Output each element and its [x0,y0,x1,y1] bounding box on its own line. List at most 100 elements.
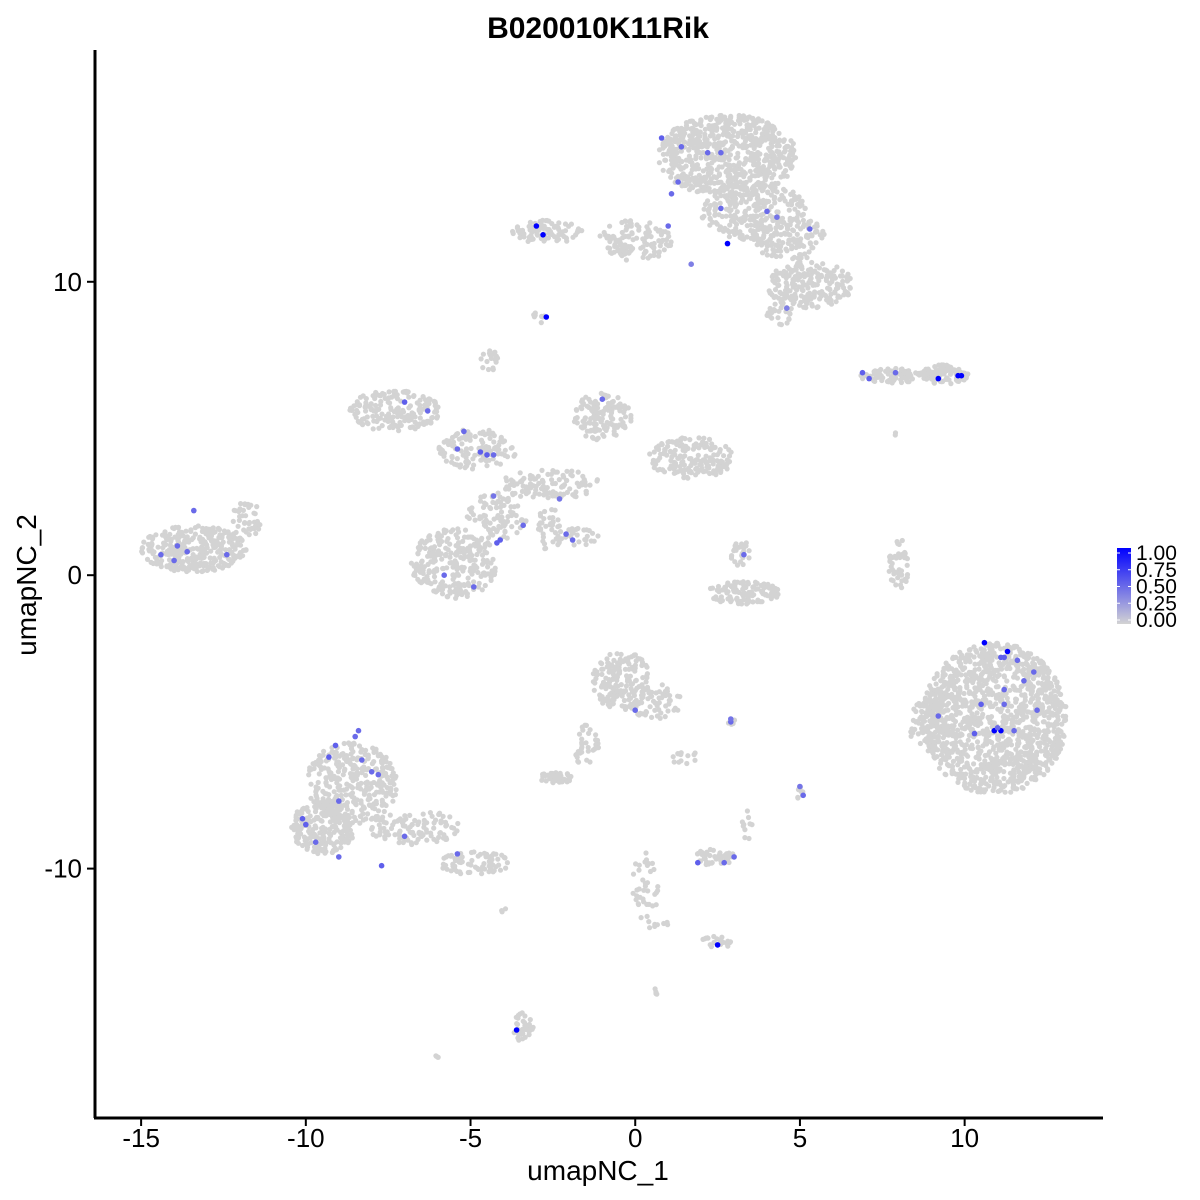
cell-point [1045,721,1051,727]
cell-point [726,171,733,178]
cell-point [746,555,752,561]
cell-point [974,710,980,716]
cell-point [468,445,474,452]
cell-point [714,195,720,201]
cell-point [472,564,478,570]
cell-point [448,529,454,535]
cell-point [1048,680,1054,686]
cell-point [1035,697,1041,703]
cell-point [254,504,260,510]
cell-point [623,227,629,233]
cell-point [645,255,651,261]
cell-point [184,556,191,562]
cell-point [806,221,812,228]
cell-point [351,403,357,409]
cell-point [1063,704,1069,710]
cell-point [985,714,991,721]
cell-point [767,162,773,168]
cell-point [497,439,503,445]
cell-point [417,415,423,421]
cell-point [1001,775,1007,782]
cell-point [792,291,798,297]
cell-point [726,228,732,234]
cell-point [687,437,693,443]
cell-point [967,707,973,714]
cell-point [960,697,966,703]
cell-point [595,533,601,539]
cell-point [504,478,510,484]
cell-point [931,744,937,750]
cell-point [514,481,520,487]
cell-point [753,182,759,188]
cell-point [711,174,717,180]
cell-point [957,710,963,716]
cell-point [484,558,490,564]
cell-point [443,545,449,551]
cell-point [943,681,949,687]
cell-point [204,567,210,574]
cell-point [382,395,388,401]
cell-point [182,538,188,544]
cell-point [755,204,761,211]
cell-point [379,390,386,397]
cell-point [803,305,809,311]
cell-point [798,263,804,269]
cell-point [1025,686,1031,692]
cell-point [611,234,617,240]
cell-point [771,153,777,159]
cell-point [626,234,632,240]
cell-point [521,475,527,481]
cell-point [581,527,587,533]
cell-point [975,745,981,751]
cell-point [827,280,833,286]
cell-point [757,151,763,157]
cell-point [374,418,380,425]
cell-point [533,483,539,489]
cell-point [494,527,500,533]
cell-point [435,534,441,540]
cell-point [998,646,1004,652]
cell-point [201,560,207,567]
cell-point [713,472,719,478]
cell-point [763,247,769,253]
cell-point [775,221,781,227]
cell-point [964,373,970,379]
cell-point [172,534,178,540]
cell-point [741,169,747,175]
cell-point [736,162,742,168]
cell-point [935,707,941,714]
cell-point [936,738,942,744]
cell-point [540,531,546,537]
cell-point [415,423,421,429]
cell-point [784,282,790,288]
cell-point [767,148,774,154]
cell-point [926,710,932,716]
cell-point [717,113,723,119]
cell-point [904,562,910,568]
cell-point [958,672,964,678]
cell-point [995,736,1001,742]
cell-point [762,217,768,223]
cell-point [562,221,569,227]
cell-point [910,730,916,736]
cell-point [674,438,680,444]
cell-point [983,681,989,687]
cell-point [657,455,663,461]
cell-point [426,534,432,540]
cell-point [919,708,925,714]
cell-point [596,427,603,433]
cell-point [937,690,943,696]
cell-point [739,541,745,547]
cell-point [751,161,758,167]
cell-point [978,674,984,681]
cell-point [665,141,671,147]
cell-point [1030,660,1036,666]
cell-point [450,576,456,582]
cell-point [725,133,731,139]
cell-point [373,402,379,409]
cell-point [903,555,910,561]
cell-point [783,270,789,276]
cell-point [960,719,966,725]
cell-point [466,433,473,439]
cell-point [649,241,655,247]
